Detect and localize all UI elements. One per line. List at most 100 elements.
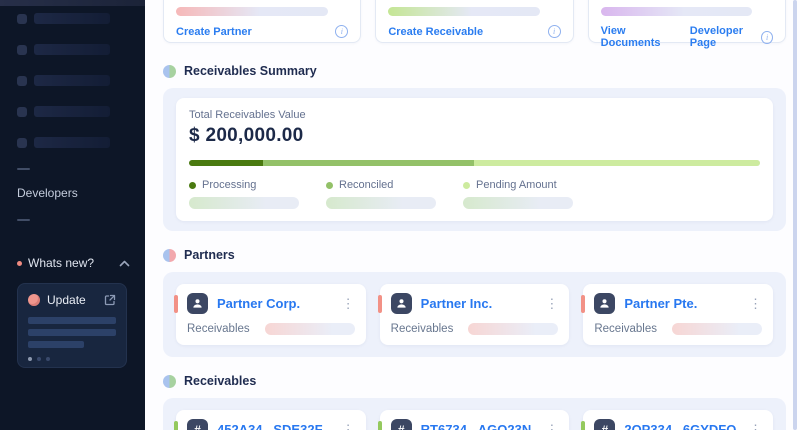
total-receivables-value: $ 200,000.00	[189, 125, 304, 146]
kebab-menu-icon[interactable]: ⋮	[749, 422, 763, 430]
progress-segment-pending	[474, 160, 760, 166]
view-documents-link[interactable]: View Documents	[600, 25, 661, 49]
documents-card: View Documents Developer Page i	[587, 0, 786, 49]
update-text-placeholder	[28, 341, 85, 348]
receivables-panel: # 452A34...SDE32F ⋮ # RT6734...AGO23N ⋮ …	[163, 398, 786, 430]
create-receivable-link[interactable]: Create Receivable	[388, 25, 484, 38]
legend-label: Reconciled	[339, 179, 394, 191]
kebab-menu-icon[interactable]: ⋮	[545, 296, 559, 311]
legend-value-placeholder	[326, 197, 436, 209]
whats-new-update-card[interactable]: Update	[17, 283, 127, 368]
partner-name[interactable]: Partner Pte.	[624, 296, 698, 311]
legend-dot-icon	[326, 181, 333, 189]
nav-label-placeholder	[34, 137, 110, 148]
card-skeleton-bar	[600, 7, 753, 16]
kebab-menu-icon[interactable]: ⋮	[545, 422, 559, 430]
chevron-up-icon[interactable]	[119, 260, 130, 267]
kebab-menu-icon[interactable]: ⋮	[341, 422, 355, 430]
card-accent-bar	[174, 295, 178, 313]
receivable-card[interactable]: # 2OP334...6GYDFQ ⋮	[581, 410, 774, 430]
legend-label: Pending Amount	[476, 179, 557, 191]
card-skeleton-bar	[176, 7, 328, 16]
receivable-card[interactable]: # 452A34...SDE32F ⋮	[174, 410, 366, 430]
carousel-dot[interactable]	[28, 357, 32, 361]
card-accent-bar	[174, 421, 178, 430]
card-accent-bar	[581, 295, 586, 313]
notification-dot-icon	[17, 260, 22, 266]
legend-dot-icon	[189, 181, 196, 189]
sidebar-item-developers[interactable]: Developers	[17, 186, 78, 200]
vertical-scrollbar[interactable]	[793, 0, 797, 430]
receivables-header: Receivables	[163, 374, 786, 388]
update-card-header: Update	[28, 293, 116, 307]
update-text-placeholder	[28, 317, 116, 324]
carousel-dot[interactable]	[46, 357, 50, 361]
person-icon	[187, 293, 208, 314]
hash-icon: #	[594, 419, 616, 430]
section-title: Receivables Summary	[184, 64, 317, 78]
carousel-dots	[28, 357, 116, 361]
sidebar-item-skeleton[interactable]	[0, 44, 145, 55]
hash-icon: #	[390, 419, 412, 430]
external-link-icon[interactable]	[104, 294, 116, 306]
sidebar-item-skeleton[interactable]	[0, 13, 145, 24]
card-accent-bar	[377, 421, 382, 430]
quick-action-cards: Create Partner i Create Receivable i	[163, 0, 786, 49]
sidebar-item-skeleton[interactable]	[0, 137, 145, 148]
receivables-summary-header: Receivables Summary	[163, 64, 786, 78]
receivable-id[interactable]: 2OP334...6GYDFQ	[624, 422, 737, 430]
legend-label: Processing	[202, 179, 257, 191]
person-icon	[594, 293, 616, 314]
section-dot-icon	[163, 64, 176, 78]
nav-label-placeholder	[34, 106, 110, 117]
info-icon[interactable]: i	[547, 25, 561, 38]
partners-panel: Partner Corp. ⋮ Receivables Partner Inc.…	[163, 272, 786, 357]
progress-segment-processing	[189, 160, 264, 166]
receivables-row-label: Receivables	[187, 323, 250, 335]
update-title: Update	[47, 293, 86, 307]
partner-name[interactable]: Partner Inc.	[420, 296, 493, 311]
receivables-value-placeholder	[468, 323, 559, 335]
person-icon	[390, 293, 412, 314]
nav-icon-placeholder	[17, 137, 27, 148]
developer-page-link[interactable]: Developer Page	[689, 25, 743, 49]
partner-card[interactable]: Partner Inc. ⋮ Receivables	[377, 284, 570, 345]
nav-icon-placeholder	[17, 13, 27, 24]
nav-label-placeholder	[34, 44, 110, 55]
legend-dot-icon	[463, 181, 470, 189]
section-dot-icon	[163, 374, 176, 388]
total-receivables-label: Total Receivables Value	[189, 109, 306, 121]
receivable-id[interactable]: 452A34...SDE32F	[217, 422, 323, 430]
sidebar-top-strip	[0, 0, 145, 6]
update-text-placeholder	[28, 329, 116, 336]
receivables-value-placeholder	[672, 323, 763, 335]
hash-icon: #	[187, 419, 208, 430]
kebab-menu-icon[interactable]: ⋮	[749, 296, 763, 311]
legend-value-placeholder	[189, 197, 299, 209]
kebab-menu-icon[interactable]: ⋮	[341, 296, 355, 311]
sidebar-divider	[17, 219, 30, 221]
section-title: Partners	[184, 248, 235, 262]
progress-segment-reconciled	[263, 160, 475, 166]
sidebar-item-skeleton[interactable]	[0, 75, 145, 86]
create-partner-card: Create Partner i	[163, 0, 362, 43]
receivable-card[interactable]: # RT6734...AGO23N ⋮	[377, 410, 570, 430]
sidebar-item-skeleton[interactable]	[0, 106, 145, 117]
create-receivable-card: Create Receivable i	[375, 0, 574, 43]
receivable-id[interactable]: RT6734...AGO23N	[420, 422, 532, 430]
create-partner-link[interactable]: Create Partner	[176, 25, 252, 38]
sidebar: Developers Whats new? Update	[0, 0, 145, 430]
receivables-row-label: Receivables	[390, 323, 454, 335]
sidebar-divider	[17, 168, 30, 170]
card-skeleton-bar	[388, 7, 540, 16]
partner-name[interactable]: Partner Corp.	[217, 296, 301, 311]
update-badge-icon	[28, 294, 40, 306]
info-icon[interactable]: i	[761, 30, 773, 44]
nav-label-placeholder	[34, 13, 110, 24]
carousel-dot[interactable]	[37, 357, 41, 361]
info-icon[interactable]: i	[335, 25, 349, 38]
partner-card[interactable]: Partner Pte. ⋮ Receivables	[581, 284, 774, 345]
partner-card[interactable]: Partner Corp. ⋮ Receivables	[174, 284, 366, 345]
whats-new-toggle[interactable]: Whats new?	[0, 256, 145, 270]
card-accent-bar	[377, 295, 382, 313]
